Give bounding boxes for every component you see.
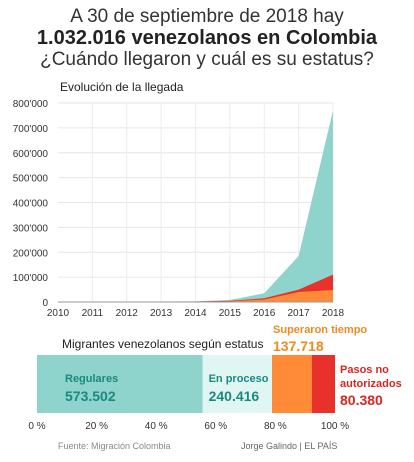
y-tick-label: 400'000 xyxy=(13,199,49,210)
x-tick-label: 100 % xyxy=(321,421,349,432)
x-tick-label: 60 % xyxy=(204,421,227,432)
segment-name-label: Superaron tiempo xyxy=(273,324,367,336)
bar-segment xyxy=(311,355,335,413)
y-tick-label: 200'000 xyxy=(13,248,49,259)
x-tick-label: 20 % xyxy=(85,421,108,432)
y-tick-label: 500'000 xyxy=(13,174,49,185)
x-tick-label: 2018 xyxy=(322,308,345,319)
credit-note: Jorge Galindo | EL PAÍS xyxy=(241,441,338,451)
area-series-2 xyxy=(58,290,333,302)
bar-segment xyxy=(37,355,203,413)
headline-line-3: ¿Cuándo llegaron y cuál es su estatus? xyxy=(40,49,374,70)
x-tick-label: 2014 xyxy=(184,308,207,319)
segment-name-label: Regulares xyxy=(65,373,118,385)
x-tick-label: 2015 xyxy=(219,308,242,319)
status-bar-chart: Regulares 573.502 En proceso 240.416 Superar… xyxy=(28,324,402,432)
y-tick-label: 100'000 xyxy=(13,273,49,284)
bar-chart-title: Migrantes venezolanos según estatus xyxy=(62,337,264,351)
segment-name-label: autorizados xyxy=(340,378,402,390)
x-tick-label: 0 % xyxy=(28,421,45,432)
area-series-0 xyxy=(58,110,333,303)
headline-line-1: A 30 de septiembre de 2018 hay xyxy=(70,6,344,27)
bar-segment xyxy=(272,355,312,413)
source-note: Fuente: Migración Colombia xyxy=(58,441,171,451)
headline-line-2: 1.032.016 venezolanos en Colombia xyxy=(36,27,378,49)
y-tick-label: 600'000 xyxy=(13,149,49,160)
x-tick-label: 2012 xyxy=(116,308,139,319)
x-tick-label: 80 % xyxy=(264,421,287,432)
segment-name-label: Pasos no xyxy=(340,364,389,376)
y-tick-label: 700'000 xyxy=(13,124,49,135)
x-tick-label: 2013 xyxy=(150,308,173,319)
segment-value-label: 573.502 xyxy=(65,388,116,404)
bar-segment xyxy=(202,355,273,413)
x-tick-label: 2017 xyxy=(288,308,311,319)
segment-name-label: En proceso xyxy=(209,373,269,385)
y-tick-label: 300'000 xyxy=(13,223,49,234)
segment-value-label: 240.416 xyxy=(209,388,260,404)
area-chart: 0 100'000 200'000 300'000 400'000 500'000 600'… xyxy=(13,99,345,319)
x-tick-label: 40 % xyxy=(145,421,168,432)
area-chart-title: Evolución de la llegada xyxy=(60,80,184,94)
y-tick-label: 0 xyxy=(42,298,48,309)
x-tick-label: 2010 xyxy=(47,308,70,319)
segment-value-label: 80.380 xyxy=(340,392,383,408)
y-tick-label: 800'000 xyxy=(13,99,49,110)
x-tick-label: 2011 xyxy=(82,308,104,319)
segment-value-label: 137.718 xyxy=(273,338,324,354)
x-tick-label: 2016 xyxy=(253,308,276,319)
